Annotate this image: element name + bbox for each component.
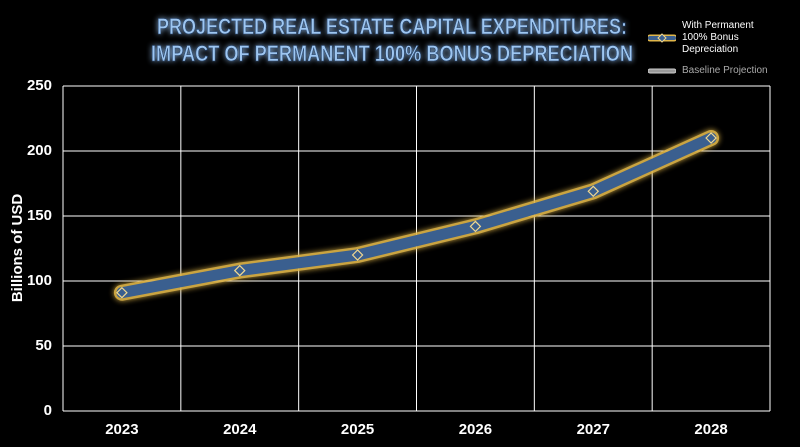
chart-title: PROJECTED REAL ESTATE CAPITAL EXPENDITUR… xyxy=(157,14,627,39)
series-line xyxy=(116,132,717,299)
y-tick-label: 0 xyxy=(44,402,52,419)
point-marker xyxy=(469,220,482,233)
legend-key-svg xyxy=(648,68,676,74)
legend-item: With Permanent 100% Bonus Depreciation xyxy=(648,20,778,56)
legend: With Permanent 100% Bonus Depreciation Ba… xyxy=(648,20,778,86)
x-tick-label: 2027 xyxy=(577,421,610,438)
legend-key-svg xyxy=(648,33,676,43)
y-tick-label: 50 xyxy=(35,337,52,354)
y-axis-label: Billions of USD xyxy=(9,194,26,303)
x-tick-label: 2028 xyxy=(694,421,727,438)
legend-marker xyxy=(657,33,667,43)
chart-subtitle: IMPACT OF PERMANENT 100% BONUS DEPRECIAT… xyxy=(151,41,633,66)
x-tick-label: 2023 xyxy=(105,421,138,438)
legend-key xyxy=(648,64,676,78)
x-tick-label: 2025 xyxy=(341,421,374,438)
y-tick-label: 100 xyxy=(27,272,52,289)
y-tick-label: 200 xyxy=(27,142,52,159)
y-tick-label: 150 xyxy=(27,207,52,224)
legend-label: Baseline Projection xyxy=(682,65,768,76)
point-marker xyxy=(233,264,246,277)
point-marker xyxy=(587,185,600,198)
x-tick-label: 2026 xyxy=(459,421,492,438)
y-tick-label: 250 xyxy=(27,77,52,94)
point-marker xyxy=(351,249,364,261)
point-marker xyxy=(705,132,717,144)
point-marker xyxy=(116,286,128,299)
legend-label: With Permanent 100% Bonus Depreciation xyxy=(682,20,754,55)
legend-item: Baseline Projection xyxy=(648,64,778,78)
x-tick-label: 2024 xyxy=(223,421,257,438)
legend-key xyxy=(648,31,676,45)
